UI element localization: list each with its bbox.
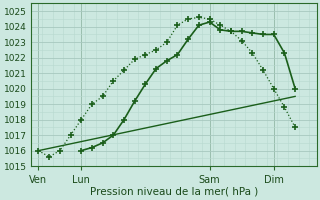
X-axis label: Pression niveau de la mer( hPa ): Pression niveau de la mer( hPa ) bbox=[90, 187, 258, 197]
